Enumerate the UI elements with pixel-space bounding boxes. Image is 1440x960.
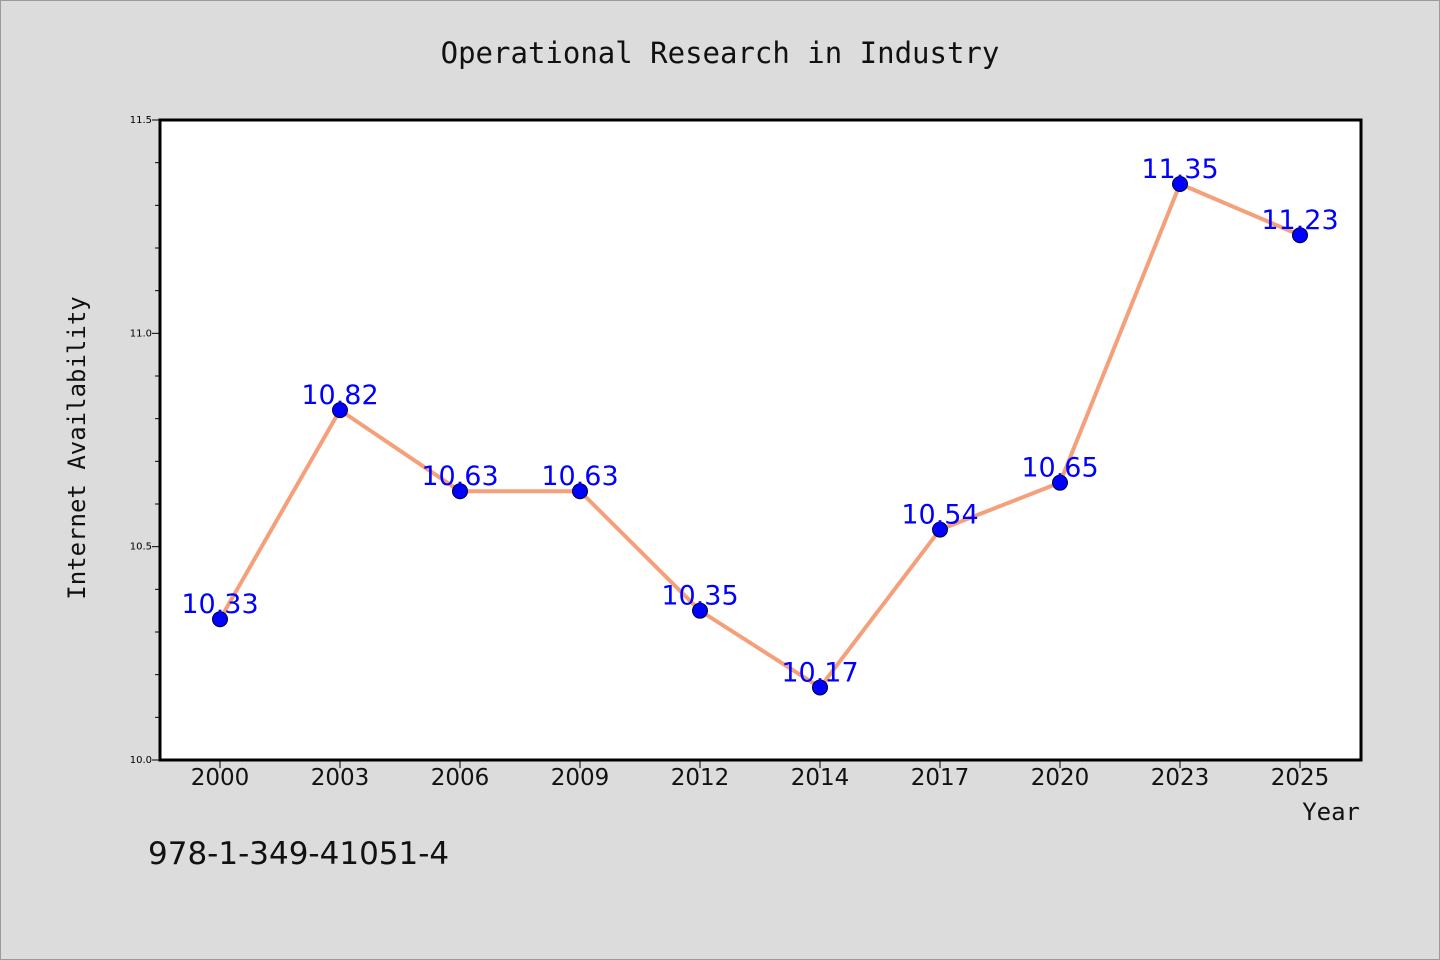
data-label: 10.82 [301, 380, 378, 411]
x-tick-label: 2006 [431, 765, 490, 791]
data-point [692, 602, 708, 619]
x-tick-label: 2003 [311, 765, 370, 791]
data-point [1172, 176, 1188, 192]
x-tick-label: 2023 [1151, 765, 1210, 791]
y-tick-label: 10.0 [130, 755, 152, 766]
data-point [212, 611, 228, 628]
x-tick-label: 2012 [671, 765, 730, 791]
data-point [1052, 474, 1068, 491]
data-point [452, 483, 468, 500]
x-axis: 2000 2003 2006 2009 2012 2014 2017 2020 2023 2025 [191, 760, 1330, 791]
data-label: 10.35 [661, 581, 738, 612]
data-label: 10.63 [541, 461, 618, 492]
x-tick-label: 2017 [911, 765, 970, 791]
x-axis-label: Year [1302, 798, 1360, 826]
x-tick-label: 2020 [1031, 765, 1090, 791]
y-tick-label: 11.5 [130, 115, 152, 126]
data-point [572, 483, 588, 500]
data-point [932, 521, 948, 538]
x-tick-label: 2014 [791, 765, 850, 791]
x-tick-label: 2009 [551, 765, 610, 791]
y-axis: 10.0 10.5 11.0 11.5 [130, 115, 160, 766]
data-label: 10.65 [1021, 453, 1098, 484]
data-label: 10.54 [901, 500, 978, 531]
y-axis-label: Internet Availability [63, 296, 91, 599]
plot-area [158, 118, 1363, 762]
data-label: 10.17 [781, 657, 858, 688]
data-point [332, 402, 348, 419]
y-tick-label: 10.5 [130, 542, 152, 553]
data-point [1292, 227, 1308, 244]
x-tick-label: 2000 [191, 765, 250, 791]
y-tick-label: 11.0 [130, 328, 152, 339]
isbn-annotation: 978-1-349-41051-4 [148, 836, 449, 872]
data-point [812, 679, 828, 696]
series-line [218, 182, 1301, 690]
data-label: 10.33 [181, 589, 258, 620]
data-label: 11.23 [1261, 205, 1338, 236]
data-label: 10.63 [421, 461, 498, 492]
data-label: 11.35 [1141, 154, 1218, 185]
x-tick-label: 2025 [1271, 765, 1330, 791]
series-group: 10.33 10.82 10.63 10.63 10.35 10.17 10.54 10.65… [181, 154, 1339, 696]
chart-title: Operational Research in Industry [441, 36, 1000, 70]
